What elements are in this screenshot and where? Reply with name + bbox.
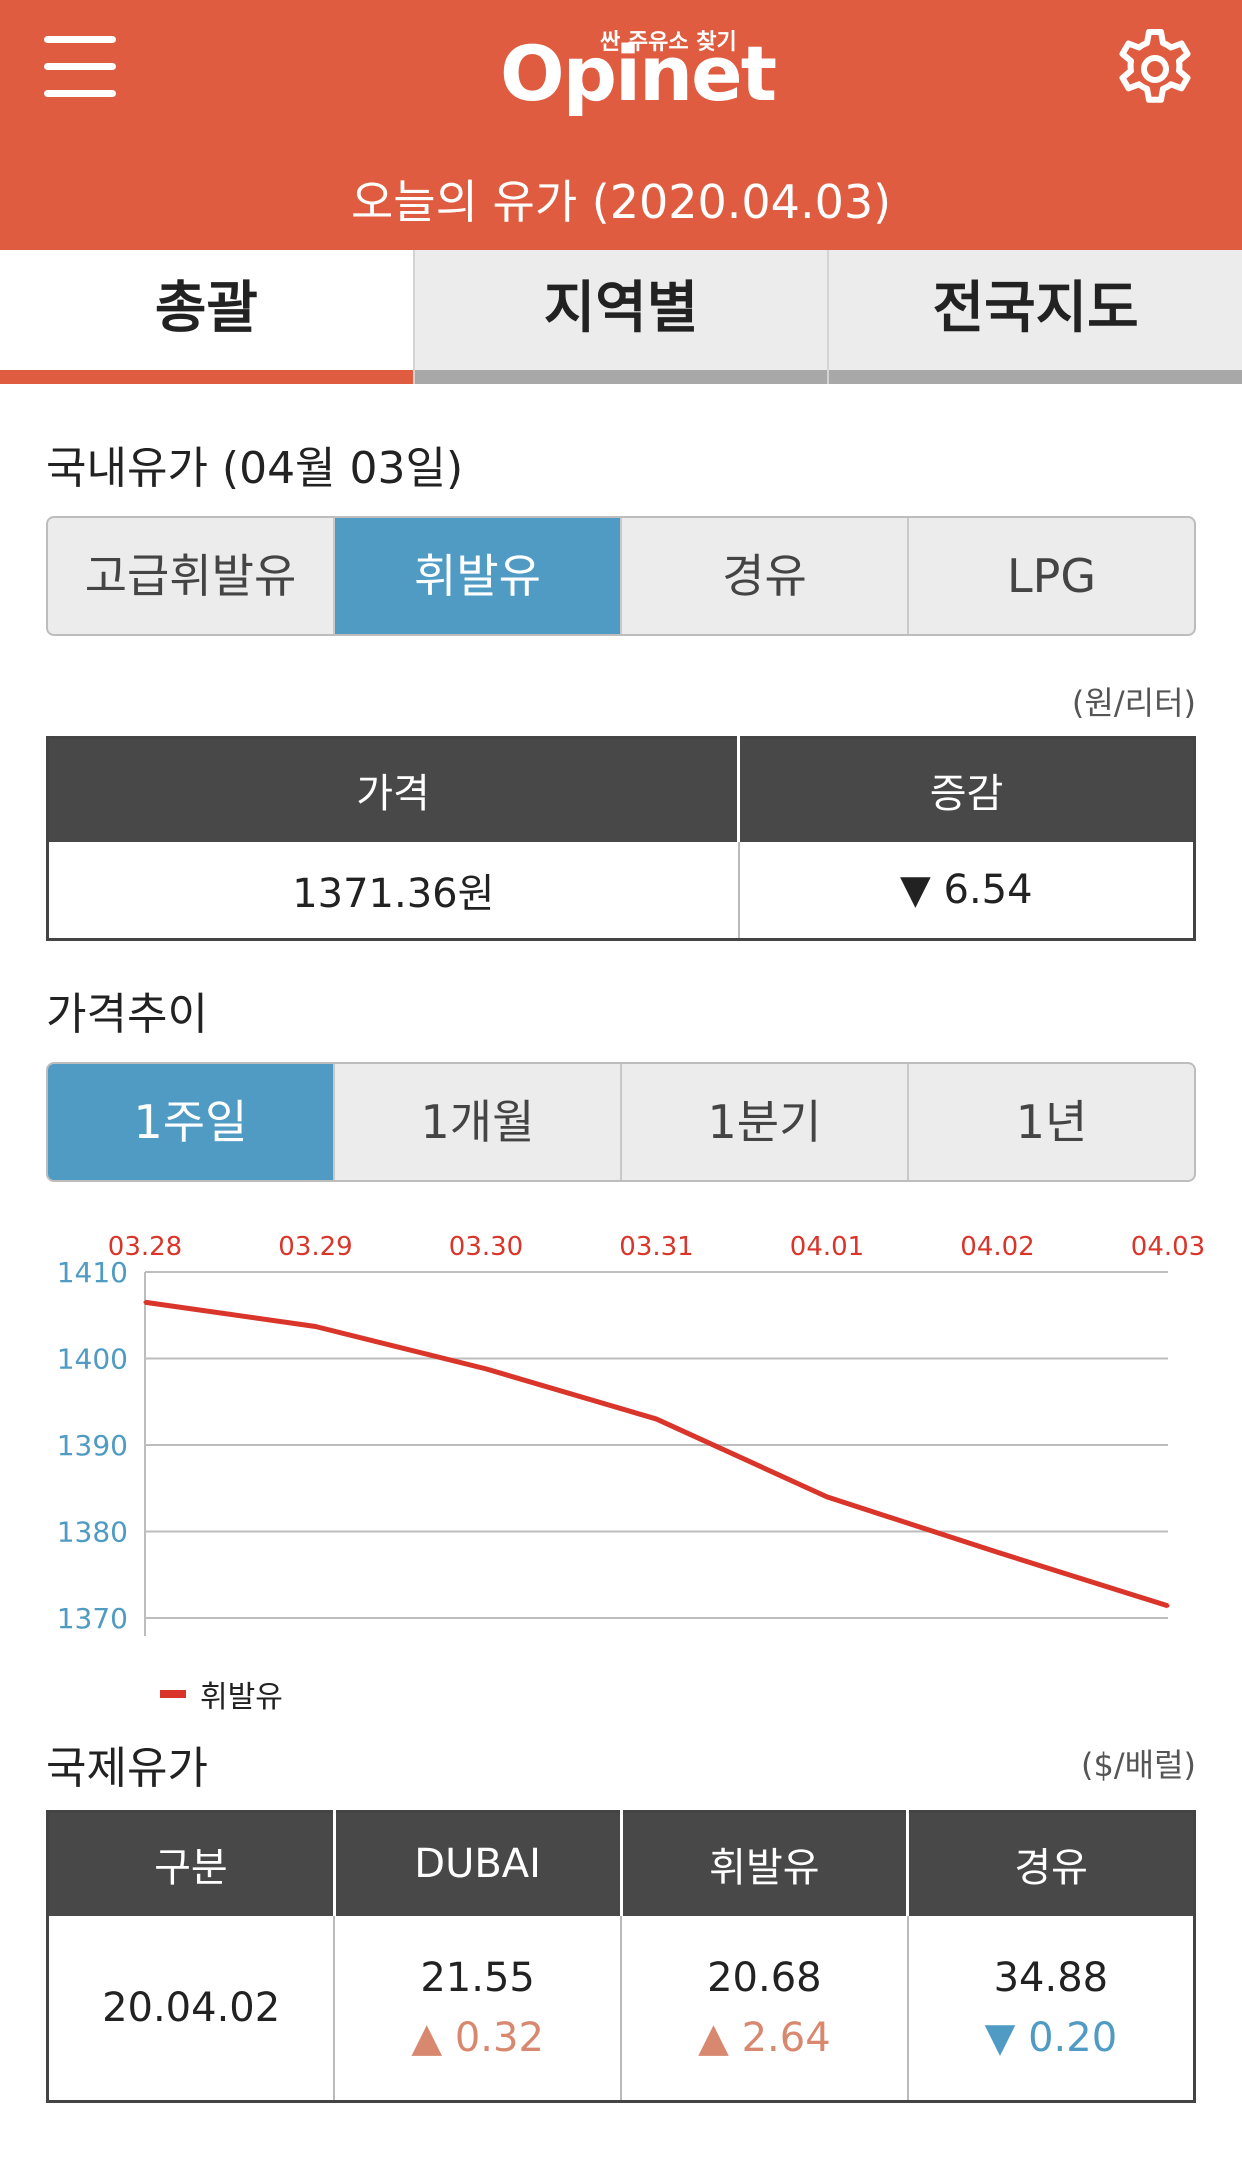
price-change: ▼ 6.54 — [737, 841, 1195, 940]
legend-swatch — [160, 1690, 186, 1698]
down-arrow-icon: ▼ — [984, 2014, 1016, 2061]
up-arrow-icon: ▲ — [698, 2014, 729, 2061]
data-point — [314, 1324, 317, 1328]
gasoline-value: 20.68 — [707, 1954, 822, 2001]
data-point — [1166, 1604, 1170, 1608]
down-arrow-icon: ▼ — [900, 866, 931, 913]
diesel-cell: 34.88 ▼ 0.20 — [906, 1915, 1195, 2102]
change-header: 증감 — [737, 737, 1195, 842]
period-selector: 1주일 1개월 1분기 1년 — [46, 1062, 1196, 1182]
fuel-tab-diesel[interactable]: 경유 — [620, 518, 907, 634]
data-point — [143, 1300, 147, 1304]
y-tick-label: 1370 — [57, 1602, 128, 1635]
dubai-header: DUBAI — [332, 1811, 621, 1916]
y-tick-label: 1380 — [57, 1516, 128, 1549]
x-tick-label: 04.03 — [1131, 1232, 1205, 1262]
hamburger-menu-icon[interactable] — [44, 36, 116, 97]
diesel-change: ▼ 0.20 — [909, 2008, 1193, 2068]
main-tab-bar: 총괄 지역별 전국지도 — [0, 250, 1242, 384]
domestic-unit-label: (원/리터) — [1071, 684, 1196, 722]
fuel-tab-gasoline[interactable]: 휘발유 — [333, 518, 620, 634]
diesel-header: 경유 — [906, 1811, 1195, 1916]
price-trend-chart: 1410 1400 1390 1380 1370 03.28 03.29 03.30 03.31… — [57, 1232, 1205, 1636]
diesel-value: 34.88 — [993, 1954, 1109, 2001]
gasoline-change-value: 2.64 — [741, 2014, 831, 2061]
gasoline-change: ▲ 2.64 — [622, 2008, 907, 2068]
dubai-value: 21.55 — [420, 1954, 535, 2001]
app-header: 싼 주유소 찾기 Opinet 오늘의 유가 (2020.04.03) — [0, 0, 1242, 250]
x-tick-label: 04.01 — [790, 1232, 864, 1262]
domestic-price-table: 가격 증감 1371.36원 ▼ 6.54 — [46, 736, 1196, 941]
period-tab-1year[interactable]: 1년 — [907, 1064, 1194, 1180]
fuel-tab-premium-gasoline[interactable]: 고급휘발유 — [84, 549, 297, 603]
data-point — [655, 1417, 658, 1421]
intl-date: 20.04.02 — [102, 1984, 281, 2031]
table-row: 20.04.02 21.55 ▲ 0.32 20.68 ▲ 2.64 34.88… — [48, 1915, 1195, 2102]
gasoline-cell: 20.68 ▲ 2.64 — [620, 1915, 908, 2102]
gasoline-header: 휘발유 — [619, 1811, 908, 1916]
up-arrow-icon: ▲ — [411, 2014, 443, 2061]
y-tick-label: 1400 — [57, 1343, 128, 1376]
x-tick-label: 03.30 — [449, 1232, 523, 1262]
dubai-cell: 21.55 ▲ 0.32 — [333, 1915, 621, 2102]
dubai-change-value: 0.32 — [454, 2014, 544, 2061]
series-line — [144, 1299, 1169, 1609]
y-tick-label: 1410 — [57, 1256, 128, 1289]
chart-legend: 휘발유 — [160, 1672, 283, 1716]
fuel-type-selector: 고급휘발유 휘발유 경유 LPG — [46, 516, 1196, 636]
gear-icon[interactable] — [1112, 26, 1198, 112]
international-price-table: 구분 DUBAI 휘발유 경유 20.04.02 21.55 ▲ 0.32 20… — [46, 1810, 1196, 2103]
price-value: 1371.36원 — [292, 870, 495, 917]
international-unit-label: ($/배럴) — [1081, 1746, 1196, 1784]
header-date-title: 오늘의 유가 (2020.04.03) — [350, 175, 892, 229]
price-trend-title: 가격추이 — [46, 989, 208, 1040]
international-price-title: 국제유가 — [46, 1743, 208, 1794]
data-point — [484, 1367, 488, 1371]
period-tab-1week[interactable]: 1주일 — [48, 1064, 333, 1180]
data-point — [996, 1550, 999, 1554]
tab-regional[interactable]: 지역별 — [412, 250, 828, 384]
fuel-tab-lpg[interactable]: LPG — [907, 518, 1194, 634]
dubai-change: ▲ 0.32 — [335, 2008, 620, 2068]
price-change-value: 6.54 — [943, 866, 1033, 913]
logo-text: Opinet — [500, 29, 777, 118]
y-tick-label: 1390 — [57, 1429, 128, 1462]
x-tick-label: 03.29 — [278, 1232, 352, 1262]
price-header: 가격 — [47, 737, 739, 842]
x-tick-label: 04.02 — [960, 1232, 1034, 1262]
category-header: 구분 — [47, 1811, 335, 1916]
x-tick-label: 03.31 — [619, 1232, 693, 1262]
tab-national-map[interactable]: 전국지도 — [827, 250, 1242, 384]
period-tab-1month[interactable]: 1개월 — [333, 1064, 620, 1180]
data-point — [825, 1495, 829, 1499]
app-logo: 싼 주유소 찾기 Opinet — [500, 14, 777, 124]
tab-summary[interactable]: 총괄 — [0, 250, 413, 384]
x-tick-label: 03.28 — [108, 1232, 182, 1262]
table-row: 1371.36원 ▼ 6.54 — [48, 841, 1195, 940]
diesel-change-value: 0.20 — [1028, 2014, 1118, 2061]
domestic-price-title: 국내유가 (04월 03일) — [46, 443, 464, 494]
period-tab-1quarter[interactable]: 1분기 — [620, 1064, 907, 1180]
logo-subtitle: 싼 주유소 찾기 — [600, 30, 737, 55]
legend-label: 휘발유 — [200, 1680, 283, 1715]
